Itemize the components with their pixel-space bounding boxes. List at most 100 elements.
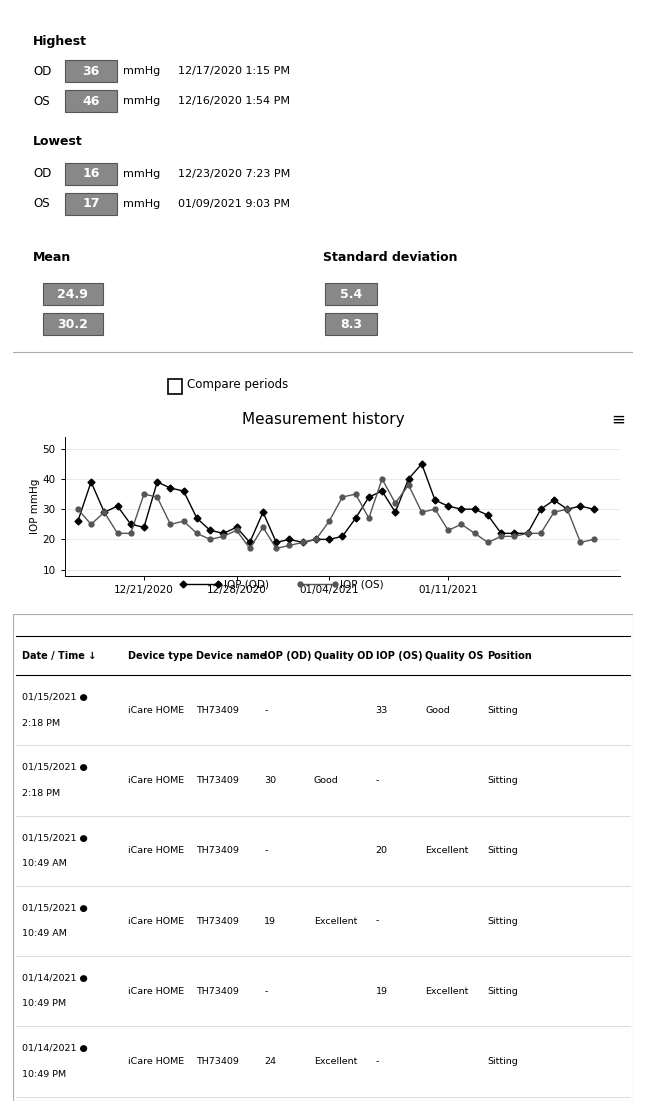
Text: 20: 20: [376, 847, 388, 856]
IOP (OD): [378, 485, 386, 498]
IOP (OS): [590, 532, 598, 546]
IOP (OS): [127, 527, 134, 540]
IOP (OD): [365, 490, 373, 504]
IOP (OD): [127, 518, 134, 531]
IOP (OS): [339, 490, 346, 504]
IOP (OS): [233, 524, 240, 537]
Text: IOP (OD): IOP (OD): [224, 579, 269, 590]
IOP (OS): [365, 511, 373, 525]
IOP (OS): [326, 515, 333, 528]
Text: mmHg: mmHg: [123, 168, 160, 178]
Text: 33: 33: [376, 706, 388, 715]
IOP (OD): [537, 503, 545, 516]
IOP (OS): [167, 518, 174, 531]
IOP (OS): [74, 503, 81, 516]
IOP (OD): [510, 527, 518, 540]
Text: 24.9: 24.9: [57, 288, 89, 301]
IOP (OD): [273, 536, 280, 549]
Bar: [65, 60, 117, 82]
Line: IOP (OD): IOP (OD): [76, 462, 596, 545]
IOP (OS): [259, 520, 267, 534]
IOP (OS): [312, 532, 320, 546]
Text: TH73409: TH73409: [196, 917, 239, 925]
IOP (OS): [351, 487, 359, 500]
IOP (OD): [484, 508, 492, 521]
IOP (OD): [246, 536, 254, 549]
Bar: [325, 283, 377, 306]
IOP (OD): [114, 499, 121, 513]
Text: iCare HOME: iCare HOME: [128, 847, 183, 856]
Text: iCare HOME: iCare HOME: [128, 1057, 183, 1066]
Text: -: -: [376, 917, 379, 925]
Text: -: -: [264, 706, 267, 715]
IOP (OD): [457, 503, 465, 516]
Line: IOP (OS): IOP (OS): [76, 476, 596, 551]
Text: ≡: ≡: [611, 411, 625, 428]
IOP (OD): [193, 511, 201, 525]
IOP (OS): [206, 532, 214, 546]
Text: Good: Good: [314, 776, 339, 785]
IOP (OS): [273, 541, 280, 555]
IOP (OD): [577, 499, 585, 513]
IOP (OD): [326, 532, 333, 546]
Text: Device name: Device name: [196, 651, 266, 661]
Text: 10:49 PM: 10:49 PM: [22, 1000, 67, 1008]
IOP (OD): [524, 527, 532, 540]
Text: Sitting: Sitting: [487, 986, 518, 996]
Text: 12/16/2020 1:54 PM: 12/16/2020 1:54 PM: [178, 96, 290, 106]
IOP (OS): [497, 530, 505, 544]
Bar: [65, 163, 117, 185]
Text: TH73409: TH73409: [196, 1057, 239, 1066]
Text: Sitting: Sitting: [487, 917, 518, 925]
IOP (OD): [140, 520, 148, 534]
Y-axis label: IOP mmHg: IOP mmHg: [30, 478, 39, 534]
IOP (OD): [206, 524, 214, 537]
IOP (OD): [259, 506, 267, 519]
Text: Device type: Device type: [128, 651, 193, 661]
IOP (OS): [246, 541, 254, 555]
IOP (OS): [537, 527, 545, 540]
Text: IOP (OS): IOP (OS): [376, 651, 422, 661]
IOP (OS): [153, 490, 161, 504]
IOP (OS): [524, 527, 532, 540]
Text: 19: 19: [376, 986, 388, 996]
Text: 12/17/2020 1:15 PM: 12/17/2020 1:15 PM: [178, 66, 290, 76]
IOP (OS): [404, 478, 412, 492]
Text: 01/15/2021 ●: 01/15/2021 ●: [22, 904, 88, 913]
IOP (OS): [444, 524, 452, 537]
Bar: [325, 313, 377, 335]
IOP (OD): [351, 511, 359, 525]
Bar: [43, 313, 103, 335]
Text: 01/15/2021 ●: 01/15/2021 ●: [22, 834, 88, 842]
IOP (OD): [471, 503, 479, 516]
Text: IOP (OD): IOP (OD): [264, 651, 311, 661]
IOP (OS): [140, 487, 148, 500]
IOP (OD): [180, 485, 187, 498]
Text: 10:49 PM: 10:49 PM: [22, 1069, 67, 1078]
IOP (OD): [299, 536, 307, 549]
Text: 01/14/2021 ●: 01/14/2021 ●: [22, 1044, 88, 1054]
Text: OS: OS: [33, 95, 50, 107]
Text: TH73409: TH73409: [196, 847, 239, 856]
Text: Sitting: Sitting: [487, 706, 518, 715]
Bar: [65, 193, 117, 215]
Text: Excellent: Excellent: [425, 986, 469, 996]
IOP (OD): [220, 527, 227, 540]
Text: Good: Good: [425, 706, 450, 715]
IOP (OD): [497, 527, 505, 540]
IOP (OS): [378, 473, 386, 486]
Text: mmHg: mmHg: [123, 96, 160, 106]
Text: -: -: [264, 847, 267, 856]
IOP (OD): [431, 494, 439, 507]
IOP (OD): [550, 494, 558, 507]
IOP (OS): [484, 536, 492, 549]
Text: mmHg: mmHg: [123, 199, 160, 209]
Text: OD: OD: [33, 65, 51, 77]
Text: 16: 16: [82, 167, 99, 180]
Text: 8.3: 8.3: [340, 318, 362, 331]
Text: 30.2: 30.2: [57, 318, 89, 331]
IOP (OS): [100, 506, 108, 519]
Text: -: -: [376, 1057, 379, 1066]
IOP (OD): [312, 532, 320, 546]
IOP (OS): [510, 530, 518, 544]
